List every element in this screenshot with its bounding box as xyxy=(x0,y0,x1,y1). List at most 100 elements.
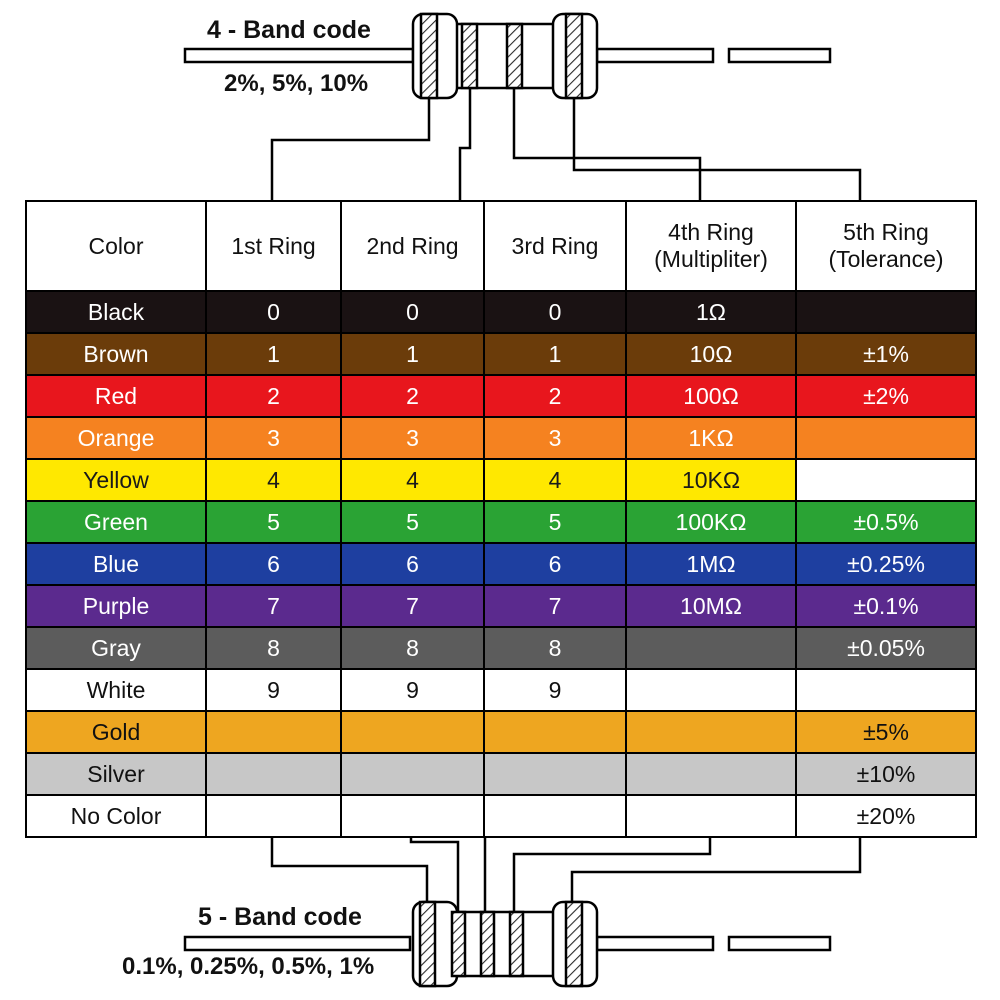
table-row: Black 0 0 0 1Ω xyxy=(25,290,977,334)
color-name-cell: Blue xyxy=(25,542,207,586)
color-name-cell: Orange xyxy=(25,416,207,460)
band-3 xyxy=(505,22,524,90)
multiplier-cell: 10KΩ xyxy=(625,458,797,502)
resistor-lead xyxy=(727,935,832,952)
table-row: Green 5 5 5 100KΩ ±0.5% xyxy=(25,500,977,544)
ring1-cell: 3 xyxy=(205,416,342,460)
ring3-cell xyxy=(483,752,627,796)
band-1 xyxy=(419,12,439,100)
ring3-cell: 2 xyxy=(483,374,627,418)
ring3-cell: 5 xyxy=(483,500,627,544)
band-5 xyxy=(564,900,584,988)
tolerance-cell: ±0.25% xyxy=(795,542,977,586)
five-band-tolerances: 0.1%, 0.25%, 0.5%, 1% xyxy=(122,953,375,980)
table-row: Blue 6 6 6 1MΩ ±0.25% xyxy=(25,542,977,586)
ring1-cell: 9 xyxy=(205,668,342,712)
multiplier-cell: 10MΩ xyxy=(625,584,797,628)
ring1-cell xyxy=(205,794,342,838)
five-band-resistor-illustration xyxy=(183,900,832,988)
tolerance-cell: ±0.05% xyxy=(795,626,977,670)
multiplier-cell: 1KΩ xyxy=(625,416,797,460)
header-ring1: 1st Ring xyxy=(205,200,342,292)
tolerance-cell: ±5% xyxy=(795,710,977,754)
ring1-cell: 5 xyxy=(205,500,342,544)
ring3-cell: 9 xyxy=(483,668,627,712)
ring3-cell: 6 xyxy=(483,542,627,586)
ring2-cell: 5 xyxy=(340,500,485,544)
header-color: Color xyxy=(25,200,207,292)
tolerance-cell: ±2% xyxy=(795,374,977,418)
ring1-cell xyxy=(205,752,342,796)
color-name-cell: No Color xyxy=(25,794,207,838)
resistor-lead xyxy=(595,47,715,64)
ring2-cell: 4 xyxy=(340,458,485,502)
ring2-cell: 9 xyxy=(340,668,485,712)
band-3 xyxy=(479,910,496,978)
ring2-cell xyxy=(340,710,485,754)
table-row: White 9 9 9 xyxy=(25,668,977,712)
top-connector-lines xyxy=(270,88,862,200)
ring2-cell xyxy=(340,752,485,796)
color-name-cell: Silver xyxy=(25,752,207,796)
resistor-lead xyxy=(595,935,715,952)
ring3-cell: 3 xyxy=(483,416,627,460)
table-row: Purple 7 7 7 10MΩ ±0.1% xyxy=(25,584,977,628)
band-4 xyxy=(508,910,525,978)
color-name-cell: Gray xyxy=(25,626,207,670)
ring3-cell: 1 xyxy=(483,332,627,376)
tolerance-cell: ±0.5% xyxy=(795,500,977,544)
header-ring2: 2nd Ring xyxy=(340,200,485,292)
header-tolerance: 5th Ring (Tolerance) xyxy=(795,200,977,292)
multiplier-cell: 100Ω xyxy=(625,374,797,418)
header-multiplier: 4th Ring (Multipliter) xyxy=(625,200,797,292)
ring2-cell: 0 xyxy=(340,290,485,334)
band-4 xyxy=(564,12,584,100)
table-row: Gray 8 8 8 ±0.05% xyxy=(25,626,977,670)
resistor-lead xyxy=(183,47,415,64)
header-ring3: 3rd Ring xyxy=(483,200,627,292)
table-body: Black 0 0 0 1Ω Brown 1 1 1 10Ω ±1% Red 2 2 2 100Ω ±2% Ora… xyxy=(25,290,977,838)
tolerance-cell xyxy=(795,416,977,460)
ring1-cell xyxy=(205,710,342,754)
ring1-cell: 7 xyxy=(205,584,342,628)
table-row: Brown 1 1 1 10Ω ±1% xyxy=(25,332,977,376)
table-row: Silver ±10% xyxy=(25,752,977,796)
four-band-resistor-illustration xyxy=(183,12,832,100)
ring3-cell xyxy=(483,794,627,838)
ring1-cell: 0 xyxy=(205,290,342,334)
color-name-cell: Purple xyxy=(25,584,207,628)
multiplier-cell: 1Ω xyxy=(625,290,797,334)
ring3-cell: 7 xyxy=(483,584,627,628)
ring1-cell: 2 xyxy=(205,374,342,418)
color-name-cell: Black xyxy=(25,290,207,334)
ring2-cell: 8 xyxy=(340,626,485,670)
band-2 xyxy=(450,910,467,978)
multiplier-cell xyxy=(625,668,797,712)
ring2-cell: 3 xyxy=(340,416,485,460)
tolerance-cell: ±20% xyxy=(795,794,977,838)
color-name-cell: Gold xyxy=(25,710,207,754)
ring1-cell: 1 xyxy=(205,332,342,376)
table-row: Orange 3 3 3 1KΩ xyxy=(25,416,977,460)
color-name-cell: Red xyxy=(25,374,207,418)
multiplier-cell xyxy=(625,794,797,838)
multiplier-cell xyxy=(625,752,797,796)
ring2-cell: 1 xyxy=(340,332,485,376)
ring3-cell: 0 xyxy=(483,290,627,334)
color-name-cell: Yellow xyxy=(25,458,207,502)
ring3-cell: 8 xyxy=(483,626,627,670)
multiplier-cell: 1MΩ xyxy=(625,542,797,586)
color-name-cell: White xyxy=(25,668,207,712)
ring2-cell: 7 xyxy=(340,584,485,628)
four-band-tolerances: 2%, 5%, 10% xyxy=(224,70,369,97)
band-1 xyxy=(418,900,437,988)
multiplier-cell: 10Ω xyxy=(625,332,797,376)
tolerance-cell: ±0.1% xyxy=(795,584,977,628)
ring1-cell: 6 xyxy=(205,542,342,586)
multiplier-cell xyxy=(625,710,797,754)
tolerance-cell xyxy=(795,458,977,502)
multiplier-cell: 100KΩ xyxy=(625,500,797,544)
table-row: Gold ±5% xyxy=(25,710,977,754)
color-name-cell: Brown xyxy=(25,332,207,376)
